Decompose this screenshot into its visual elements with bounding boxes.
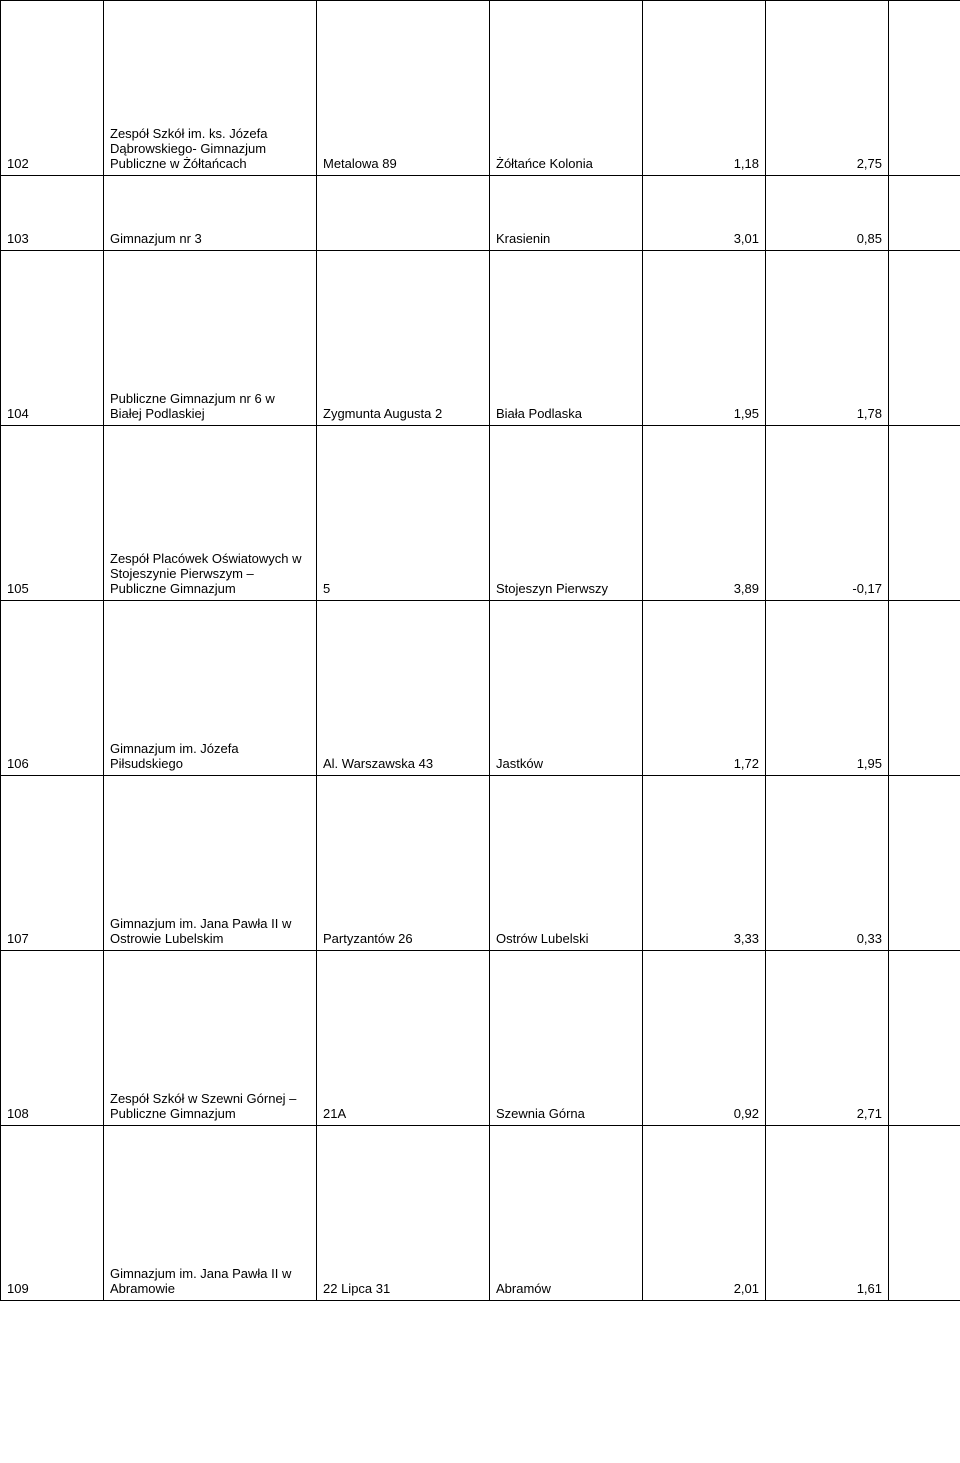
data-table: 102Zespół Szkół im. ks. Józefa Dąbrowski…: [0, 0, 960, 1301]
cell-school-name: Zespół Szkół im. ks. Józefa Dąbrowskiego…: [104, 1, 317, 176]
cell-row-number: 103: [1, 176, 104, 251]
cell-school-name: Gimnazjum im. Jana Pawła II w Abramowie: [104, 1126, 317, 1301]
cell-row-number: 109: [1, 1126, 104, 1301]
cell-value-2: 1,61: [766, 1126, 889, 1301]
cell-locality: Krasienin: [490, 176, 643, 251]
table-row: 106Gimnazjum im. Józefa PiłsudskiegoAl. …: [1, 601, 960, 776]
cell-school-name: Gimnazjum nr 3: [104, 176, 317, 251]
cell-value-3: 1,865: [889, 251, 960, 426]
cell-value-1: 0,92: [643, 951, 766, 1126]
cell-school-name: Zespół Placówek Oświatowych w Stojeszyni…: [104, 426, 317, 601]
table-row: 107Gimnazjum im. Jana Pawła II w Ostrowi…: [1, 776, 960, 951]
cell-row-number: 108: [1, 951, 104, 1126]
cell-row-number: 105: [1, 426, 104, 601]
cell-locality: Szewnia Górna: [490, 951, 643, 1126]
cell-address: Metalowa 89: [317, 1, 490, 176]
cell-school-name: Gimnazjum im. Józefa Piłsudskiego: [104, 601, 317, 776]
cell-value-3: 1,93: [889, 176, 960, 251]
cell-value-3: 1,81: [889, 1126, 960, 1301]
cell-locality: Biała Podlaska: [490, 251, 643, 426]
cell-value-2: 2,71: [766, 951, 889, 1126]
cell-address: [317, 176, 490, 251]
cell-locality: Jastków: [490, 601, 643, 776]
cell-locality: Stojeszyn Pierwszy: [490, 426, 643, 601]
cell-address: 22 Lipca 31: [317, 1126, 490, 1301]
table-row: 105Zespół Placówek Oświatowych w Stojesz…: [1, 426, 960, 601]
table-row: 104Publiczne Gimnazjum nr 6 w Białej Pod…: [1, 251, 960, 426]
cell-value-1: 3,33: [643, 776, 766, 951]
cell-address: Zygmunta Augusta 2: [317, 251, 490, 426]
cell-school-name: Gimnazjum im. Jana Pawła II w Ostrowie L…: [104, 776, 317, 951]
cell-locality: Ostrów Lubelski: [490, 776, 643, 951]
table-body: 102Zespół Szkół im. ks. Józefa Dąbrowski…: [1, 1, 960, 1301]
cell-value-2: 1,95: [766, 601, 889, 776]
cell-value-1: 1,72: [643, 601, 766, 776]
cell-value-3: 1,965: [889, 1, 960, 176]
cell-address: 5: [317, 426, 490, 601]
cell-locality: Żółtańce Kolonia: [490, 1, 643, 176]
cell-value-1: 3,89: [643, 426, 766, 601]
cell-address: Al. Warszawska 43: [317, 601, 490, 776]
cell-row-number: 104: [1, 251, 104, 426]
cell-value-2: 1,78: [766, 251, 889, 426]
table-row: 109Gimnazjum im. Jana Pawła II w Abramow…: [1, 1126, 960, 1301]
cell-value-2: 0,85: [766, 176, 889, 251]
table-row: 103Gimnazjum nr 3 Krasienin3,010,851,93: [1, 176, 960, 251]
cell-value-1: 3,01: [643, 176, 766, 251]
table-row: 108Zespół Szkół w Szewni Górnej – Public…: [1, 951, 960, 1126]
cell-value-1: 2,01: [643, 1126, 766, 1301]
cell-value-3: 1,815: [889, 951, 960, 1126]
cell-row-number: 106: [1, 601, 104, 776]
cell-address: Partyzantów 26: [317, 776, 490, 951]
cell-school-name: Publiczne Gimnazjum nr 6 w Białej Podlas…: [104, 251, 317, 426]
cell-value-2: 2,75: [766, 1, 889, 176]
cell-value-1: 1,95: [643, 251, 766, 426]
cell-row-number: 107: [1, 776, 104, 951]
cell-locality: Abramów: [490, 1126, 643, 1301]
cell-value-1: 1,18: [643, 1, 766, 176]
cell-value-3: 1,83: [889, 776, 960, 951]
cell-row-number: 102: [1, 1, 104, 176]
cell-value-2: 0,33: [766, 776, 889, 951]
cell-value-2: -0,17: [766, 426, 889, 601]
cell-value-3: 1,835: [889, 601, 960, 776]
cell-value-3: 1,86: [889, 426, 960, 601]
cell-school-name: Zespół Szkół w Szewni Górnej – Publiczne…: [104, 951, 317, 1126]
cell-address: 21A: [317, 951, 490, 1126]
table-row: 102Zespół Szkół im. ks. Józefa Dąbrowski…: [1, 1, 960, 176]
